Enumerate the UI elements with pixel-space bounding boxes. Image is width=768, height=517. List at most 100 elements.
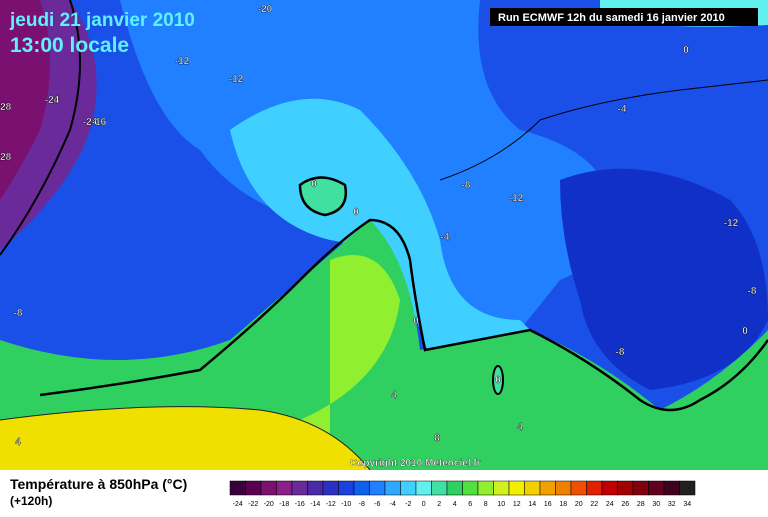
legend-swatch bbox=[400, 480, 417, 496]
legend-swatch bbox=[276, 480, 293, 496]
legend-label: 16 bbox=[544, 501, 552, 508]
legend-label: 34 bbox=[683, 501, 691, 508]
legend-label: -2 bbox=[405, 501, 411, 508]
contour-label: -8 bbox=[616, 347, 625, 358]
time: 13:00 locale bbox=[10, 34, 129, 57]
contour-label: 0 bbox=[311, 179, 317, 190]
legend-label: 26 bbox=[621, 501, 629, 508]
contour-label: 8 bbox=[434, 433, 440, 444]
legend-swatch bbox=[539, 480, 556, 496]
legend-label: -14 bbox=[310, 501, 320, 508]
legend-label: 4 bbox=[453, 501, 457, 508]
legend-label: -24 bbox=[233, 501, 243, 508]
contour-island bbox=[492, 365, 504, 395]
legend-label: -20 bbox=[264, 501, 274, 508]
legend-label: 12 bbox=[513, 501, 521, 508]
contour-label: 4 bbox=[391, 390, 397, 401]
legend-swatch bbox=[260, 480, 277, 496]
legend-swatch bbox=[679, 480, 696, 496]
legend-swatch bbox=[415, 480, 432, 496]
yellow-field bbox=[0, 406, 370, 470]
legend-label: -12 bbox=[326, 501, 336, 508]
contour-label: -24 bbox=[83, 117, 98, 128]
legend-swatch bbox=[307, 480, 324, 496]
legend-label: 22 bbox=[590, 501, 598, 508]
contour bbox=[0, 406, 371, 471]
legend-label: 18 bbox=[559, 501, 567, 508]
legend-swatch bbox=[508, 480, 525, 496]
legend-swatch bbox=[322, 480, 339, 496]
contour-label: -20 bbox=[258, 4, 273, 15]
legend-label: 28 bbox=[637, 501, 645, 508]
contour-label: -8 bbox=[14, 308, 23, 319]
legend-label: -4 bbox=[390, 501, 396, 508]
legend-label: 10 bbox=[497, 501, 505, 508]
legend-label: 8 bbox=[484, 501, 488, 508]
contour-label: -28 bbox=[0, 102, 12, 113]
light-green bbox=[150, 255, 400, 470]
legend-swatch bbox=[617, 480, 634, 496]
legend-label: -16 bbox=[295, 501, 305, 508]
legend-swatch bbox=[353, 480, 370, 496]
legend-title: Température à 850hPa (°C) bbox=[10, 476, 187, 492]
contour-label: -12 bbox=[229, 74, 244, 85]
contour-label: -12 bbox=[724, 218, 739, 229]
contour-label: -8 bbox=[462, 180, 471, 191]
contour-label: 4 bbox=[517, 422, 523, 433]
legend-swatch bbox=[384, 480, 401, 496]
legend-label: 2 bbox=[437, 501, 441, 508]
contour-label: -4 bbox=[618, 104, 627, 115]
run-info: Run ECMWF 12h du samedi 16 janvier 2010 bbox=[498, 12, 725, 24]
legend-label: -10 bbox=[341, 501, 351, 508]
coastline bbox=[439, 79, 768, 181]
zero-contour bbox=[39, 218, 768, 412]
legend-label: 14 bbox=[528, 501, 536, 508]
legend-swatch bbox=[291, 480, 308, 496]
legend-swatch bbox=[462, 480, 479, 496]
deep-cold bbox=[560, 168, 768, 390]
legend-swatch bbox=[245, 480, 262, 496]
legend-swatch bbox=[446, 480, 463, 496]
legend-swatch bbox=[555, 480, 572, 496]
contour-label: -16 bbox=[92, 117, 107, 128]
contour-labels: -20-12-12-24-28-28-24-16000-4-8-12-4-8-1… bbox=[0, 4, 757, 448]
legend-swatch bbox=[632, 480, 649, 496]
run-box bbox=[490, 8, 758, 26]
cold-core bbox=[0, 0, 50, 200]
map-field bbox=[0, 0, 768, 471]
contour-label: -24 bbox=[45, 95, 60, 106]
legend-label: -18 bbox=[279, 501, 289, 508]
legend-swatch bbox=[663, 480, 680, 496]
legend-lead: (+120h) bbox=[10, 494, 52, 508]
legend-swatch bbox=[570, 480, 587, 496]
contour-label: 0 bbox=[353, 207, 359, 218]
legend-swatch bbox=[601, 480, 618, 496]
contour-label: -4 bbox=[441, 232, 450, 243]
legend-swatch bbox=[586, 480, 603, 496]
legend-swatch bbox=[338, 480, 355, 496]
contour-label: 0 bbox=[742, 326, 748, 337]
contour-label: -12 bbox=[509, 193, 524, 204]
legend-swatch bbox=[431, 480, 448, 496]
color-scale: -24 -22 -20 -18 -16 -14 -12 -10 -8 -6 -4 -2 0 2 4 6 8 10 1… bbox=[229, 480, 696, 508]
contour-label: -12 bbox=[175, 56, 190, 67]
legend-label: 24 bbox=[606, 501, 614, 508]
contour-label: 0 bbox=[495, 375, 501, 386]
legend-swatch bbox=[369, 480, 386, 496]
contour-island bbox=[298, 176, 348, 217]
contour bbox=[0, 0, 81, 256]
contour-label: -8 bbox=[748, 286, 757, 297]
cyan-field bbox=[230, 98, 540, 360]
legend-swatch bbox=[229, 480, 246, 496]
legend-label: -8 bbox=[359, 501, 365, 508]
legend-label: 6 bbox=[468, 501, 472, 508]
legend-label: 20 bbox=[575, 501, 583, 508]
contour-label: 0 bbox=[413, 316, 419, 327]
legend-label: -6 bbox=[374, 501, 380, 508]
date: jeudi 21 janvier 2010 bbox=[9, 10, 195, 31]
legend-label: 0 bbox=[422, 501, 426, 508]
legend-swatch bbox=[477, 480, 494, 496]
contour-label: -28 bbox=[0, 152, 12, 163]
legend-label: 30 bbox=[652, 501, 660, 508]
